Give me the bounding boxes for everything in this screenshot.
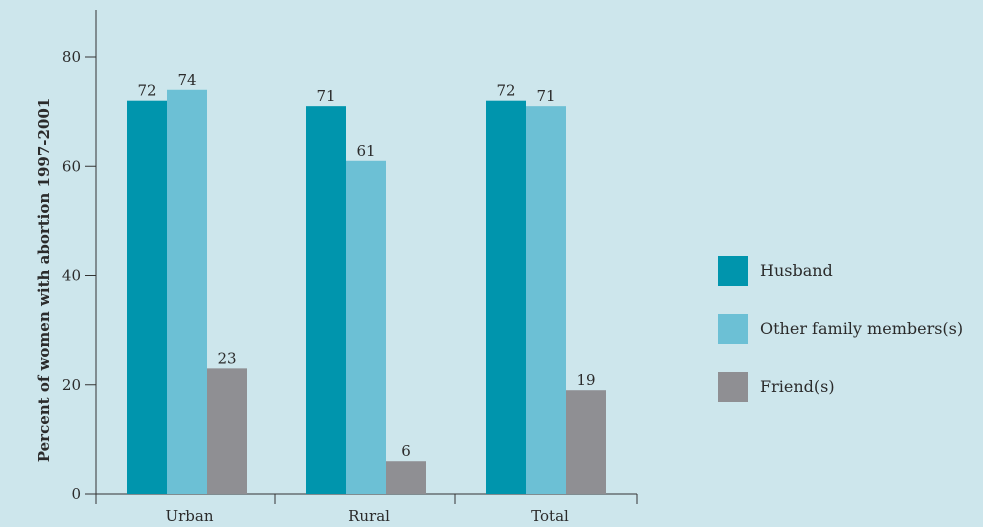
data-label: 72 <box>496 82 515 100</box>
data-label: 23 <box>217 349 236 367</box>
legend-swatch <box>718 314 748 344</box>
bar <box>566 390 606 494</box>
legend-label: Husband <box>760 261 833 280</box>
data-label: 71 <box>316 87 335 105</box>
bar <box>386 461 426 494</box>
y-tick-label: 80 <box>62 48 81 66</box>
data-label: 71 <box>536 87 555 105</box>
bar <box>486 100 526 494</box>
y-axis-label: Percent of women with abortion 1997-2001 <box>35 98 53 462</box>
data-label: 6 <box>401 442 411 460</box>
data-labels: 72 74 23 71 61 6 72 71 19 <box>137 71 595 460</box>
bar <box>127 100 167 494</box>
legend-swatch <box>718 372 748 402</box>
x-axis: Urban Rural Total <box>95 493 638 525</box>
bar <box>306 106 346 494</box>
data-label: 72 <box>137 82 156 100</box>
x-tick-label: Urban <box>165 507 213 525</box>
data-label: 61 <box>356 142 375 160</box>
legend-label: Friend(s) <box>760 377 835 396</box>
data-label: 19 <box>576 371 595 389</box>
bars <box>127 89 606 495</box>
x-tick-label: Total <box>531 507 569 525</box>
x-tick-label: Rural <box>348 507 390 525</box>
legend-label: Other family members(s) <box>760 319 963 338</box>
legend-swatch <box>718 256 748 286</box>
bar <box>207 368 247 494</box>
y-tick-label: 0 <box>71 485 81 503</box>
y-tick-label: 40 <box>62 267 81 285</box>
legend: Husband Other family members(s) Friend(s) <box>718 256 963 402</box>
y-axis: 0 20 40 60 80 <box>62 10 97 503</box>
y-tick-label: 60 <box>62 157 81 175</box>
bar <box>167 89 207 495</box>
y-tick-label: 20 <box>62 376 81 394</box>
data-label: 74 <box>177 71 196 89</box>
bar <box>346 160 386 494</box>
bar <box>526 106 566 494</box>
